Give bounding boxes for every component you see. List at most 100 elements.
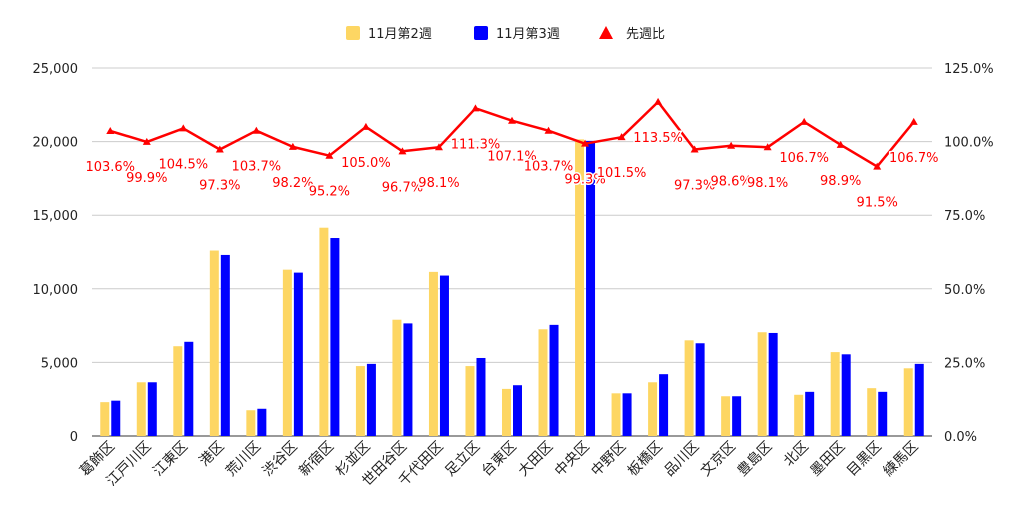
ratio-point-marker xyxy=(179,124,188,132)
bar-series-1 xyxy=(392,319,402,436)
bar-series-2 xyxy=(184,341,194,436)
ratio-data-label: 98.9% xyxy=(820,174,861,189)
ratio-data-label: 104.5% xyxy=(159,157,209,172)
ratio-point-marker xyxy=(873,162,882,170)
gridlines xyxy=(92,67,932,437)
legend-item-series-1[interactable]: 11月第2週 xyxy=(346,26,432,42)
ratio-point-marker xyxy=(836,140,845,148)
bar-series-1 xyxy=(648,382,658,436)
ratio-point-marker xyxy=(654,97,663,105)
x-tick-label: 板橋区 xyxy=(625,439,666,480)
legend-label-series-2: 11月第3週 xyxy=(496,27,560,42)
bar-series-2 xyxy=(403,323,413,436)
bar-series-2 xyxy=(330,238,340,436)
legend-label-series-1: 11月第2週 xyxy=(368,27,432,42)
ratio-point-marker xyxy=(544,126,553,134)
right-tick-label: 125.0% xyxy=(944,62,994,77)
bar-series-2 xyxy=(732,396,742,436)
left-tick-label: 0 xyxy=(70,430,78,445)
bar-series-1 xyxy=(355,366,365,436)
bar-series-1 xyxy=(100,402,110,436)
bar-series-1 xyxy=(684,340,694,436)
left-tick-label: 25,000 xyxy=(33,62,79,77)
ratio-data-label: 103.7% xyxy=(524,160,574,175)
x-tick-label: 渋谷区 xyxy=(260,439,301,480)
ratio-data-label: 107.1% xyxy=(487,150,537,165)
x-tick-label: 中野区 xyxy=(588,439,629,480)
right-tick-label: 0.0% xyxy=(944,430,977,445)
right-tick-label: 25.0% xyxy=(944,356,985,371)
ratio-point-marker xyxy=(909,117,918,125)
x-tick-label: 新宿区 xyxy=(296,438,338,480)
x-tick-label: 港区 xyxy=(197,439,228,470)
ratio-data-label: 98.1% xyxy=(418,176,459,191)
ratio-data-label: 111.3% xyxy=(451,137,501,152)
bar-series-1 xyxy=(721,396,731,436)
bar-series-2 xyxy=(366,363,376,436)
bar-series-1 xyxy=(611,393,621,436)
left-tick-label: 15,000 xyxy=(33,209,79,224)
bar-series-1 xyxy=(830,352,840,436)
x-tick-label: 大田区 xyxy=(515,439,556,480)
right-tick-label: 50.0% xyxy=(944,283,985,298)
ratio-point-marker xyxy=(800,117,809,125)
ratio-point-marker xyxy=(398,147,407,155)
bar-series-1 xyxy=(319,227,329,436)
legend: 11月第2週 11月第3週 先週比 xyxy=(346,26,665,42)
ratio-point-marker xyxy=(508,116,516,124)
bar-series-1 xyxy=(465,366,475,436)
bar-series-2 xyxy=(220,254,230,436)
x-tick-label: 江東区 xyxy=(150,439,191,480)
ratio-point-marker xyxy=(325,151,334,159)
ratio-data-label: 99.9% xyxy=(126,171,167,186)
x-tick-label: 荒川区 xyxy=(223,439,264,480)
right-tick-label: 100.0% xyxy=(944,136,994,151)
bar-series-2 xyxy=(659,374,669,436)
bar-series-2 xyxy=(549,324,559,436)
ratio-data-label: 96.7% xyxy=(382,180,423,195)
ratio-line xyxy=(106,97,918,170)
bar-series-1 xyxy=(575,139,585,436)
bar-series-2 xyxy=(878,391,888,436)
ratio-point-marker xyxy=(617,133,626,141)
bar-series-2 xyxy=(111,400,121,436)
left-tick-label: 10,000 xyxy=(33,283,79,298)
x-tick-label: 中央区 xyxy=(552,439,593,480)
ratio-data-label: 98.1% xyxy=(747,176,788,191)
x-tick-label: 北区 xyxy=(781,439,812,470)
legend-item-series-2[interactable]: 11月第3週 xyxy=(474,26,560,42)
legend-item-series-3[interactable]: 先週比 xyxy=(599,26,665,42)
ratio-point-marker xyxy=(215,145,224,153)
ratio-data-label: 91.5% xyxy=(857,196,898,211)
ratio-data-label: 103.7% xyxy=(232,160,282,175)
ratio-data-labels: 103.6%99.9%104.5%97.3%103.7%98.2%95.2%10… xyxy=(84,129,940,212)
ratio-data-label: 95.2% xyxy=(309,185,350,200)
ratio-data-label: 105.0% xyxy=(341,156,391,171)
ratio-point-marker xyxy=(252,126,261,134)
ratio-point-marker xyxy=(106,127,115,135)
bar-series-1 xyxy=(867,388,877,436)
bar-series-2 xyxy=(476,357,486,436)
bar-series-2 xyxy=(513,385,522,436)
bars xyxy=(100,139,924,436)
bar-series-2 xyxy=(805,391,815,436)
legend-swatch-series-2 xyxy=(474,26,488,40)
right-tick-label: 75.0% xyxy=(944,209,985,224)
ratio-point-marker xyxy=(361,122,370,130)
bar-series-2 xyxy=(147,382,157,436)
legend-swatch-series-1 xyxy=(346,26,360,40)
ratio-data-label: 99.3% xyxy=(564,173,605,188)
ratio-point-marker xyxy=(142,137,151,145)
bar-series-1 xyxy=(794,394,804,436)
bar-series-2 xyxy=(914,363,924,436)
x-tick-label: 練馬区 xyxy=(881,439,922,480)
ratio-point-marker xyxy=(690,145,699,153)
x-tick-label: 豊島区 xyxy=(734,439,775,480)
x-tick-label: 台東区 xyxy=(479,439,520,480)
bar-series-2 xyxy=(768,332,778,436)
bar-series-1 xyxy=(282,269,292,436)
x-tick-label: 文京区 xyxy=(698,439,739,480)
